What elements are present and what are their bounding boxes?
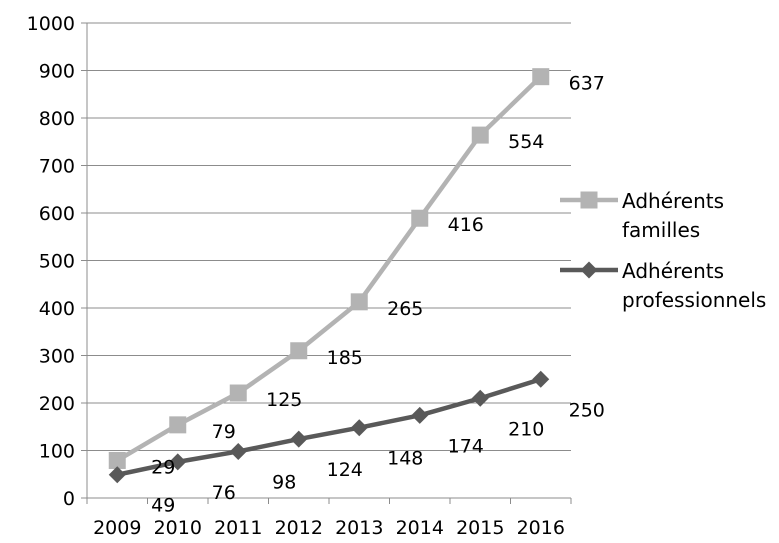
x-tick-label: 2016 [517, 517, 565, 539]
data-label: 416 [448, 214, 484, 236]
legend-label: Adhérents [622, 189, 724, 213]
data-label: 29 [151, 456, 175, 478]
gridlines [87, 22, 571, 451]
data-label: 49 [151, 495, 175, 517]
axes [81, 22, 572, 504]
legend-label: familles [622, 218, 700, 242]
data-point [532, 68, 550, 86]
legend-label: Adhérents [622, 259, 724, 283]
y-tick-label: 1000 [27, 13, 75, 35]
data-point [229, 442, 247, 460]
data-label: 76 [212, 482, 236, 504]
y-axis-tick-labels: 0 100 200 300 400 500 600 700 800 900 1000 [27, 13, 75, 510]
x-tick-label: 2010 [154, 517, 202, 539]
y-tick-label: 0 [63, 488, 75, 510]
x-tick-label: 2013 [335, 517, 383, 539]
data-point [108, 466, 126, 484]
data-label: 125 [266, 389, 302, 411]
series-line-professionnels [116, 377, 542, 477]
series-layer [108, 68, 550, 484]
data-label: 98 [272, 471, 296, 493]
y-tick-label: 300 [39, 346, 75, 368]
legend-marker [580, 261, 598, 279]
data-point [290, 430, 308, 448]
data-label: 124 [327, 459, 363, 481]
data-label: 79 [212, 421, 236, 443]
legend-label: professionnels [622, 288, 766, 312]
y-tick-label: 500 [39, 251, 75, 273]
x-tick-label: 2014 [396, 517, 444, 539]
y-tick-label: 400 [39, 298, 75, 320]
y-tick-label: 600 [39, 203, 75, 225]
x-axis-tick-labels: 2009 2010 2011 2012 2013 2014 2015 2016 [93, 517, 565, 539]
data-point [411, 406, 429, 424]
data-label: 265 [387, 298, 423, 320]
data-label: 250 [569, 399, 605, 421]
data-point [169, 453, 187, 471]
data-point [290, 342, 308, 360]
data-label: 210 [508, 418, 544, 440]
data-labels: 29 79 125 185 265 416 554 637 49 76 98 124 148 174 210… [151, 73, 605, 517]
data-point [532, 370, 550, 388]
data-label: 554 [508, 131, 544, 153]
x-tick-label: 2011 [214, 517, 262, 539]
legend-marker [580, 191, 598, 209]
data-label: 185 [327, 347, 363, 369]
data-point [169, 416, 187, 434]
data-point [471, 389, 489, 407]
x-tick-label: 2009 [93, 517, 141, 539]
data-point [229, 384, 247, 402]
x-tick-label: 2012 [275, 517, 323, 539]
series-line-familles [116, 75, 543, 463]
y-tick-label: 700 [39, 156, 75, 178]
data-point [471, 126, 489, 144]
y-tick-label: 100 [39, 441, 75, 463]
data-label: 174 [448, 435, 484, 457]
legend: Adhérents familles Adhérents professionnels [560, 189, 766, 312]
x-tick-label: 2015 [456, 517, 504, 539]
y-tick-label: 800 [39, 108, 75, 130]
y-tick-label: 200 [39, 393, 75, 415]
data-point [411, 209, 429, 227]
data-label: 637 [569, 73, 605, 95]
data-point [350, 419, 368, 437]
y-tick-label: 900 [39, 61, 75, 83]
data-point [350, 293, 368, 311]
data-point [108, 451, 126, 469]
data-label: 148 [387, 448, 423, 470]
